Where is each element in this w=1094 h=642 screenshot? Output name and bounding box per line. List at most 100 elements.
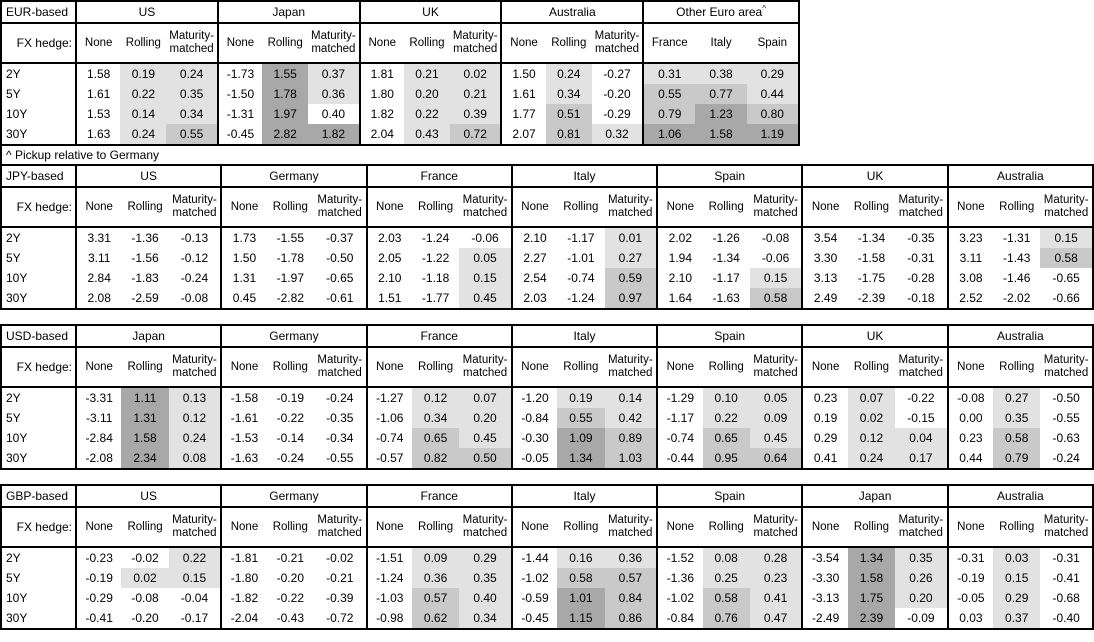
hedge-col-header: None: [510, 37, 538, 49]
hedge-col-header: None: [521, 201, 549, 213]
value-cell: 0.79: [993, 448, 1041, 468]
table-row: 1.61 0.34 -0.20: [502, 84, 643, 104]
country-header: UK: [360, 2, 501, 24]
value-cell: 2.10: [367, 268, 412, 288]
value-cell: 2.10: [512, 228, 558, 248]
country-group: Australia None Rolling Maturity-matched -0.0…: [946, 326, 1092, 468]
value-cell: 0.40: [308, 104, 359, 124]
value-cell: 2.52: [948, 288, 994, 308]
value-cell: 2.03: [512, 288, 558, 308]
hedge-column-headers: None Rolling Maturity-matched: [803, 348, 947, 388]
country-header: Germany: [222, 486, 366, 508]
table-row: -2.04 -0.43 -0.72: [222, 608, 366, 628]
value-cell: 0.37: [308, 64, 359, 84]
hedge-col-header: Rolling: [708, 521, 744, 533]
value-cell: -0.50: [1040, 388, 1092, 408]
country-group: Japan None Rolling Maturity-matched -3.54 1.3…: [801, 486, 947, 628]
value-cell: 1.78: [262, 84, 309, 104]
value-cell: -1.24: [367, 568, 412, 588]
value-cell: 2.84: [77, 268, 122, 288]
hedge-col-header: Rolling: [272, 201, 308, 213]
country-header: US: [77, 486, 221, 508]
value-cell: -0.12: [168, 248, 221, 268]
country-header: Spain: [658, 486, 802, 508]
value-cell: 2.82: [262, 124, 309, 144]
hedge-col-header: None: [957, 361, 985, 373]
value-cell: 0.55: [166, 124, 217, 144]
value-cell: 1.03: [604, 448, 657, 468]
base-currency-label: GBP-based: [2, 486, 75, 508]
value-cell: 1.58: [77, 64, 121, 84]
value-cell: 0.12: [847, 428, 896, 448]
base-currency-label: JPY-based: [2, 166, 75, 188]
value-cell: 1.61: [77, 84, 121, 104]
value-cell: 1.34: [847, 548, 896, 568]
table-row: -1.06 0.34 0.20: [367, 408, 511, 428]
value-cell: 0.36: [411, 568, 460, 588]
table-row: 0.23 0.58 -0.63: [948, 428, 1092, 448]
value-cell: 1.34: [557, 448, 605, 468]
value-cell: 1.75: [847, 588, 896, 608]
value-cell: -1.02: [512, 568, 558, 588]
country-header: US: [77, 2, 217, 24]
value-cell: 1.50: [502, 64, 546, 84]
table-row: -0.19 0.15 -0.41: [948, 568, 1092, 588]
table-row: 0.31 0.38 0.29: [644, 64, 798, 84]
value-cell: 2.02: [658, 228, 703, 248]
table-row: -1.61 -0.22 -0.35: [222, 408, 366, 428]
value-cell: -0.35: [313, 408, 366, 428]
hedge-col-header: None: [85, 201, 113, 213]
country-group: US None Rolling Maturity-matched 3.31 -1.36 -0…: [75, 166, 221, 308]
value-cell: -1.01: [557, 248, 605, 268]
country-group: Germany None Rolling Maturity-matched 1.73 -1…: [220, 166, 366, 308]
hedge-col-header: Rolling: [418, 361, 454, 373]
hedge-col-header: Maturity-matched: [898, 513, 944, 539]
value-cell: 0.05: [459, 248, 511, 268]
hedge-col-header: Maturity-matched: [317, 193, 363, 219]
value-cell: 0.24: [166, 64, 217, 84]
table-row: -0.57 0.82 0.50: [367, 448, 511, 468]
base-currency-label: EUR-based: [2, 2, 75, 24]
value-cell: 1.19: [746, 124, 798, 144]
value-cell: 0.44: [948, 448, 994, 468]
value-cell: -1.52: [658, 548, 703, 568]
hedge-col-header: None: [84, 37, 113, 49]
table-row: 3.31 -1.36 -0.13: [77, 228, 221, 248]
value-cell: -0.08: [749, 228, 802, 248]
table-row: -2.49 2.39 -0.09: [803, 608, 947, 628]
value-cell: -1.06: [367, 408, 412, 428]
hedge-col-header: None: [230, 201, 259, 213]
value-cell: -1.50: [218, 84, 263, 104]
table-row: -0.74 0.65 0.45: [658, 428, 802, 448]
value-cell: -2.84: [77, 428, 122, 448]
hedge-column-headers: None Rolling Maturity-matched: [948, 188, 1092, 228]
hedge-col-header: Rolling: [563, 361, 599, 373]
value-cell: 0.00: [948, 408, 994, 428]
value-cell: 0.57: [411, 588, 460, 608]
value-cell: 0.14: [604, 388, 657, 408]
value-cell: 0.76: [702, 608, 750, 628]
value-cell: 0.09: [411, 548, 460, 568]
table-row: -0.31 0.03 -0.31: [948, 548, 1092, 568]
value-cell: 0.13: [168, 388, 221, 408]
value-cell: 0.27: [604, 248, 657, 268]
value-cell: -1.51: [367, 548, 412, 568]
table: EUR-based FX hedge: 2Y 5Y 10Y 30Y US None Rollin…: [0, 0, 800, 146]
table-row: 0.79 1.23 0.80: [644, 104, 798, 124]
value-cell: 1.15: [557, 608, 605, 628]
value-cell: 1.82: [308, 124, 359, 144]
hedge-col-header: Maturity-matched: [169, 29, 214, 55]
table-row: -0.05 0.29 -0.68: [948, 588, 1092, 608]
value-cell: -1.77: [411, 288, 460, 308]
value-cell: 0.24: [847, 448, 896, 468]
value-cell: 3.08: [948, 268, 994, 288]
value-cell: 0.62: [411, 608, 460, 628]
value-cell: -1.63: [702, 288, 750, 308]
table-row: 3.30 -1.58 -0.31: [803, 248, 947, 268]
value-cell: -1.24: [557, 288, 605, 308]
value-cell: 0.21: [450, 84, 501, 104]
value-cell: 2.07: [502, 124, 546, 144]
table-row: -1.24 0.36 0.35: [367, 568, 511, 588]
table-row: 1.82 0.22 0.39: [360, 104, 501, 124]
table-row: 0.23 0.07 -0.22: [803, 388, 947, 408]
